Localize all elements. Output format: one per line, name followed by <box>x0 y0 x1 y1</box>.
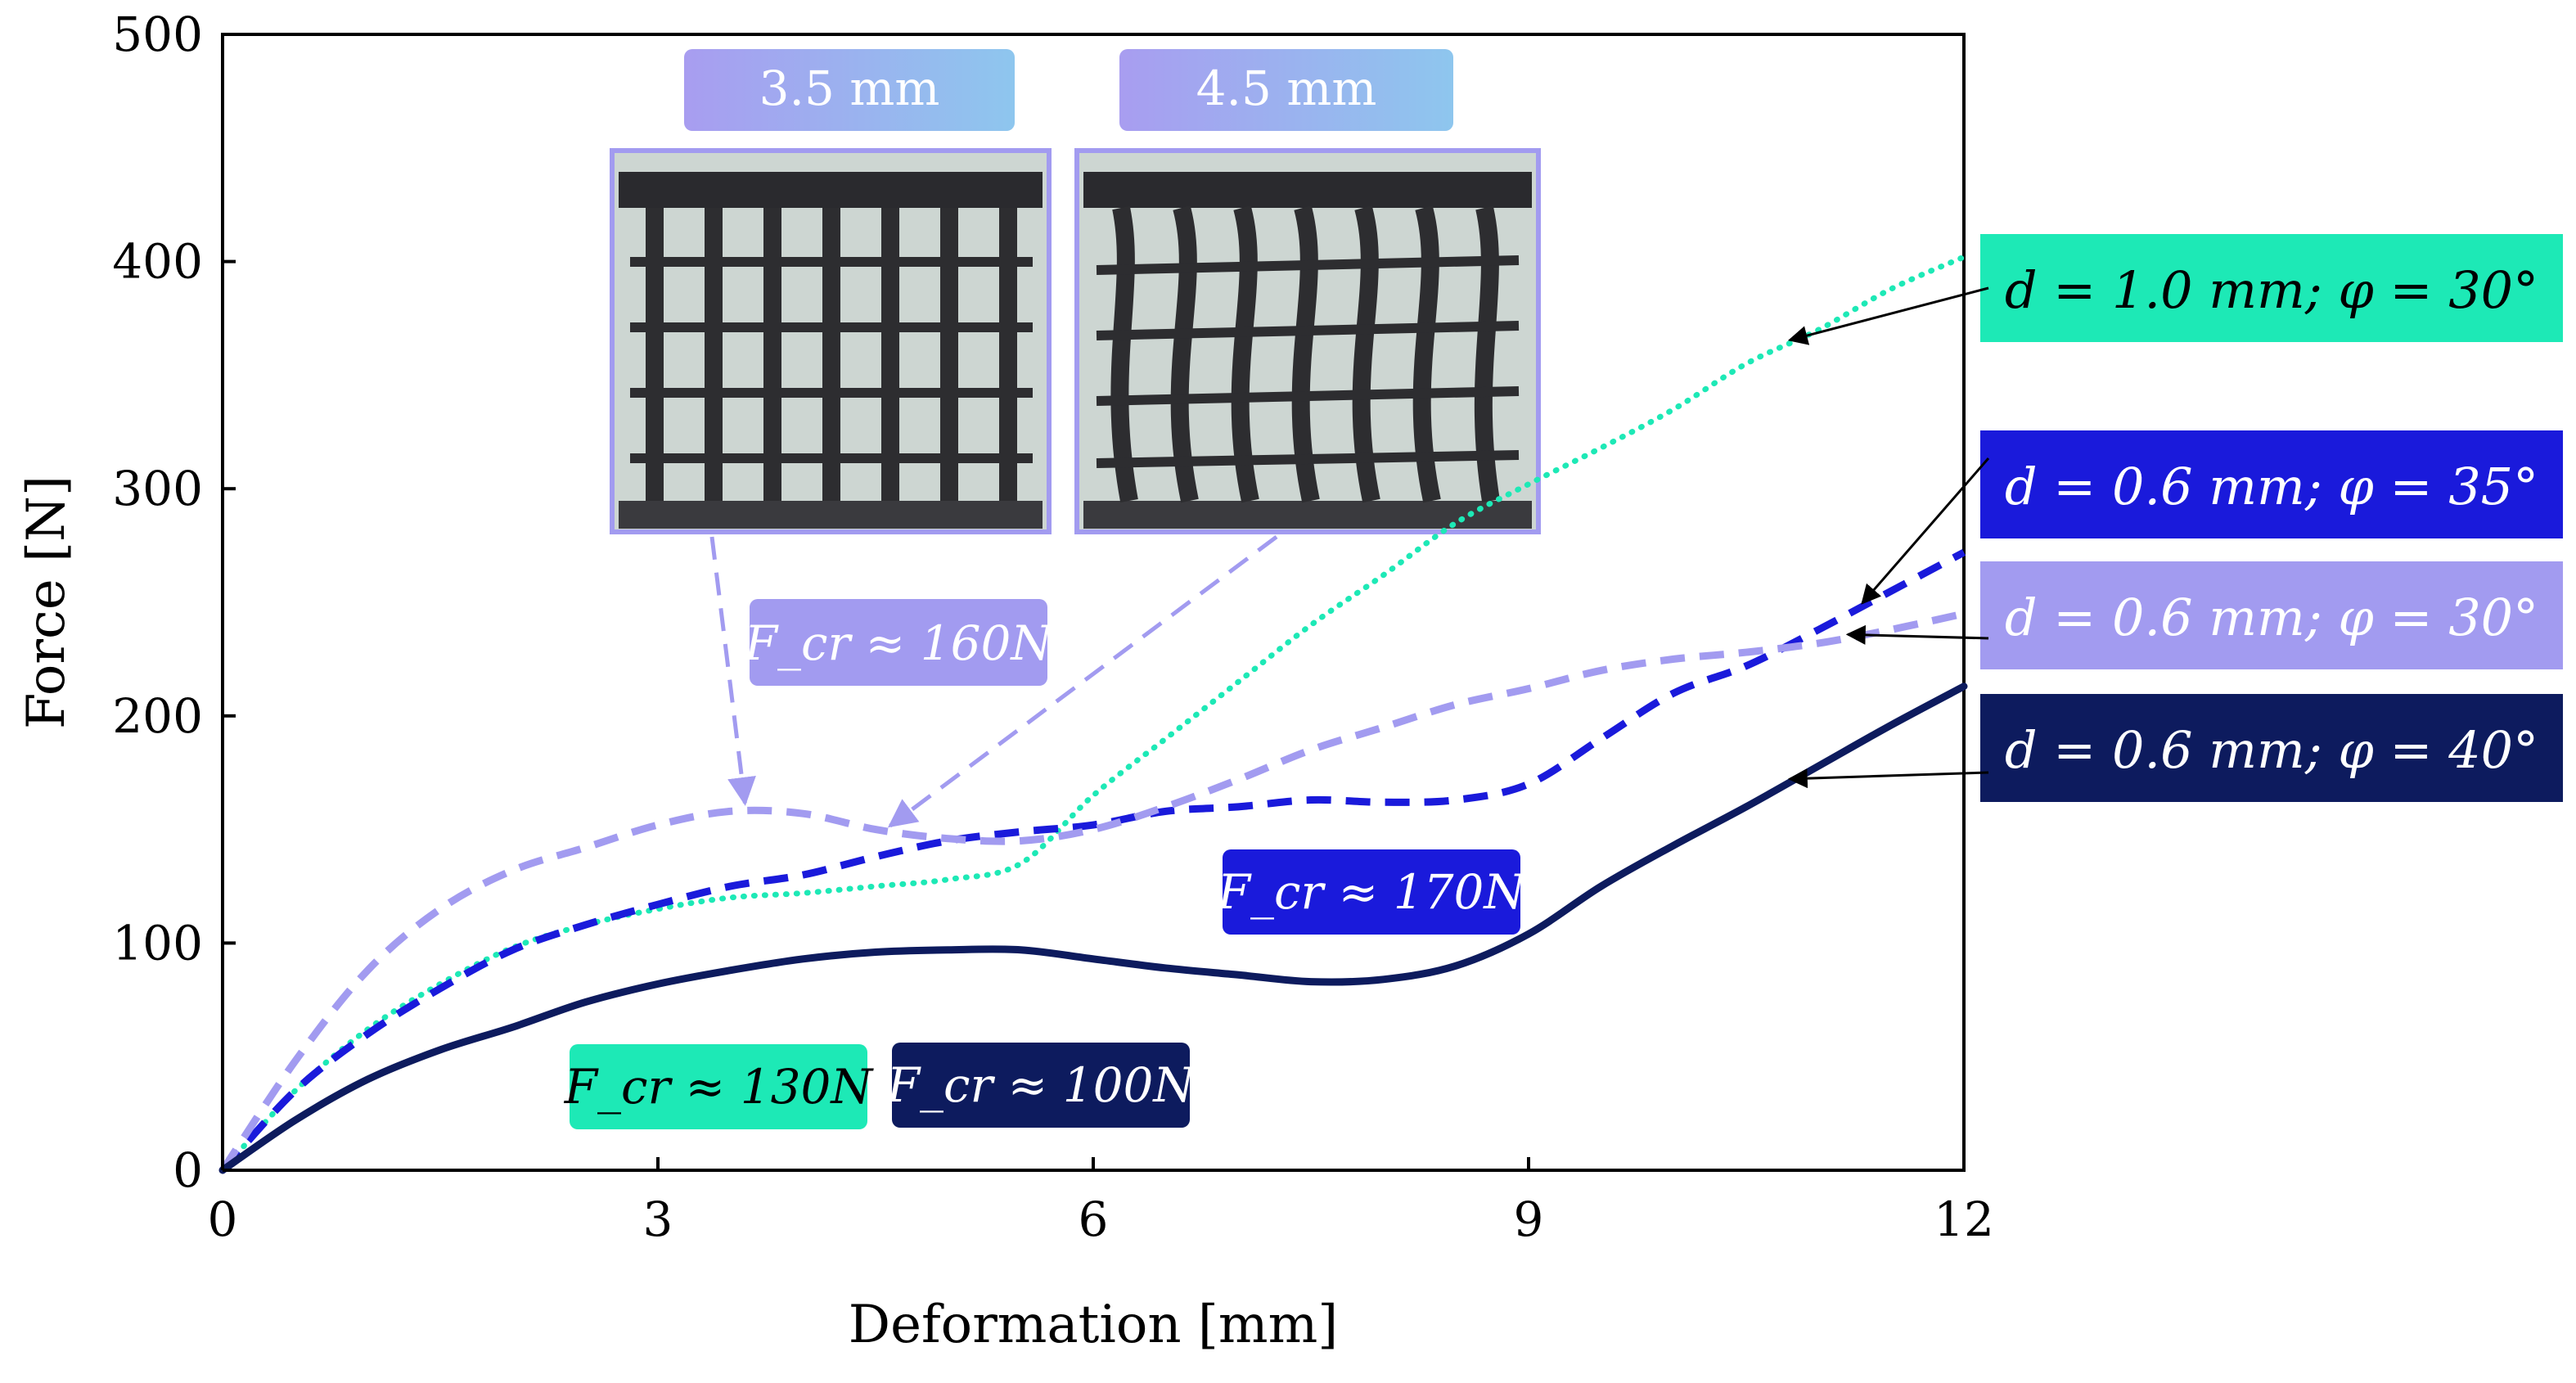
legend-arrow-3 <box>1787 768 1989 789</box>
legend-tag-0: d = 1.0 mm; φ = 30° <box>1980 234 2563 342</box>
annotation-fcr-160-bg <box>750 599 1047 686</box>
legend-tag-3: d = 0.6 mm; φ = 40° <box>1980 694 2563 802</box>
legend-tag-2-bg <box>1980 561 2563 669</box>
legend-arrow-1 <box>1861 457 1990 605</box>
y-tick-label: 500 <box>112 7 203 62</box>
rib-row <box>1096 386 1520 406</box>
series-line-0 <box>219 254 1967 1174</box>
annotation-fcr-170: F_cr ≈ 170N <box>1217 849 1528 935</box>
x-axis-title: Deformation [mm] <box>849 1295 1338 1355</box>
y-tick-label: 200 <box>112 688 203 744</box>
y-axis-title: Force [N] <box>16 475 77 729</box>
inset-photo-4.5mm: 4.5 mm <box>1074 49 1541 534</box>
rib-row <box>1096 255 1520 275</box>
legend-tag-1-text: d = 0.6 mm; φ = 35° <box>2005 457 2538 516</box>
photo-top-plate-4.5mm <box>1083 172 1532 208</box>
rib-row <box>1096 321 1520 340</box>
legend-arrow-0 <box>1787 286 1989 345</box>
series-line-1 <box>219 548 1966 1174</box>
photo-tag-3.5mm-text: 3.5 mm <box>759 61 940 116</box>
y-tick-label: 300 <box>112 461 203 516</box>
photo-tag-4.5mm-text: 4.5 mm <box>1196 61 1377 116</box>
x-tick-label: 3 <box>643 1192 673 1247</box>
legend-tag-2: d = 0.6 mm; φ = 30° <box>1980 561 2563 669</box>
photo-bottom-plate-4.5mm <box>1083 501 1532 529</box>
series-layer <box>218 254 1968 1174</box>
x-tick-label: 0 <box>208 1192 238 1247</box>
x-tick-label: 6 <box>1079 1192 1109 1247</box>
annotation-fcr-130-text: F_cr ≈ 130N <box>564 1059 875 1115</box>
y-tick-label: 400 <box>112 234 203 290</box>
legend-tag-2-text: d = 0.6 mm; φ = 30° <box>2005 588 2538 647</box>
annotation-fcr-160: F_cr ≈ 160N <box>744 599 1055 686</box>
y-tick-label: 0 <box>173 1142 203 1198</box>
x-tick-label: 9 <box>1514 1192 1544 1247</box>
legend-tag-0-bg <box>1980 234 2563 342</box>
legend-arrow-2 <box>1845 624 1989 645</box>
photo-tag-4.5mm <box>1119 49 1453 131</box>
annotation-fcr-100: F_cr ≈ 100N <box>886 1043 1197 1128</box>
annotation-fcr-100-bg <box>892 1043 1190 1128</box>
rib-row <box>1096 450 1520 468</box>
photo-bottom-plate-3.5mm <box>619 501 1043 529</box>
lattice-3.5mm <box>646 208 1017 501</box>
inset-photo-3.5mm: 3.5 mm <box>610 49 1052 534</box>
lattice-ribs-3.5mm <box>630 257 1033 463</box>
photo-tag-3.5mm <box>684 49 1015 131</box>
annotation-fcr-100-text: F_cr ≈ 100N <box>886 1057 1197 1113</box>
photo-top-plate-3.5mm <box>619 172 1043 208</box>
legend-tag-1-bg <box>1980 430 2563 538</box>
legend-tag-3-bg <box>1980 694 2563 802</box>
legend-tag-3-text: d = 0.6 mm; φ = 40° <box>2005 720 2538 780</box>
annotation-fcr-130: F_cr ≈ 130N <box>564 1044 875 1129</box>
annotation-fcr-160-text: F_cr ≈ 160N <box>744 615 1055 671</box>
legend-tag-1: d = 0.6 mm; φ = 35° <box>1980 430 2563 538</box>
annotation-fcr-170-bg <box>1223 849 1520 935</box>
strut <box>1474 205 1500 502</box>
lattice-ribs-4.5mm <box>1096 255 1520 468</box>
photo-pointer-3.5mm <box>709 536 756 806</box>
series-line-3 <box>218 682 1968 1174</box>
legend-tag-0-text: d = 1.0 mm; φ = 30° <box>2005 260 2538 320</box>
series-line-2 <box>219 610 1965 1173</box>
y-tick-label: 100 <box>112 915 203 971</box>
x-tick-label: 12 <box>1934 1192 1994 1247</box>
axis-ticks: 0 3 6 9 12 0 100 200 300 400 500 <box>112 7 1994 1247</box>
strut <box>1412 205 1441 503</box>
strut <box>1110 205 1138 502</box>
photo-pointer-4.5mm <box>887 534 1278 828</box>
annotation-fcr-130-bg <box>570 1044 867 1129</box>
annotation-fcr-170-text: F_cr ≈ 170N <box>1217 864 1528 920</box>
